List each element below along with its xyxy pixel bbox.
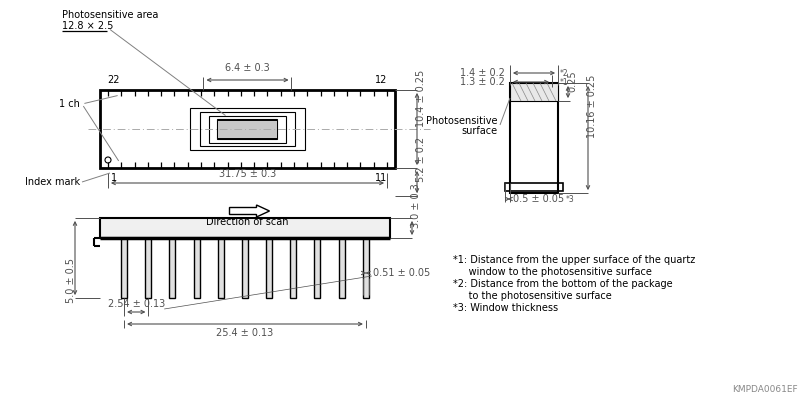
Text: 2.54 ± 0.13: 2.54 ± 0.13	[108, 299, 165, 309]
Text: 12: 12	[374, 75, 387, 85]
FancyArrow shape	[229, 205, 269, 217]
Text: 25.4 ± 0.13: 25.4 ± 0.13	[216, 328, 273, 338]
Text: 5.0 ± 0.5: 5.0 ± 0.5	[66, 258, 76, 303]
Text: 10.16 ± 0.25: 10.16 ± 0.25	[586, 75, 597, 138]
Text: window to the photosensitive surface: window to the photosensitive surface	[452, 267, 651, 277]
Text: 31.75 ± 0.3: 31.75 ± 0.3	[218, 169, 275, 179]
Text: Index mark: Index mark	[25, 177, 80, 187]
Text: 0.25: 0.25	[566, 70, 577, 92]
Bar	[209, 116, 286, 142]
Text: *2: Distance from the bottom of the package: *2: Distance from the bottom of the pack…	[452, 279, 672, 289]
Bar	[100, 90, 394, 168]
Bar	[314, 238, 320, 298]
Text: 12.8 × 2.5: 12.8 × 2.5	[62, 21, 113, 31]
Text: Photosensitive: Photosensitive	[426, 116, 497, 126]
Text: 0.51 ± 0.05: 0.51 ± 0.05	[373, 268, 430, 278]
Text: *2: *2	[560, 69, 568, 78]
Bar	[194, 238, 199, 298]
Bar	[225, 122, 269, 136]
Bar	[169, 238, 175, 298]
Bar	[338, 238, 344, 298]
Bar	[190, 108, 304, 150]
Text: 11: 11	[374, 173, 386, 183]
Bar	[218, 120, 277, 138]
Bar	[362, 238, 369, 298]
Text: 22: 22	[108, 75, 120, 85]
Text: *3: *3	[565, 195, 574, 204]
Text: Direction of scan: Direction of scan	[206, 217, 288, 227]
Text: 3.0 ± 0.3: 3.0 ± 0.3	[410, 183, 421, 228]
Text: 6.4 ± 0.3: 6.4 ± 0.3	[225, 63, 270, 73]
Text: 1 ch: 1 ch	[59, 99, 80, 109]
Text: 1: 1	[111, 173, 117, 183]
Text: to the photosensitive surface: to the photosensitive surface	[452, 291, 611, 301]
Text: *1: *1	[560, 78, 568, 87]
Bar	[504, 183, 562, 191]
Bar	[290, 238, 296, 298]
Text: 1.4 ± 0.2: 1.4 ± 0.2	[459, 68, 504, 78]
Bar	[145, 238, 151, 298]
Bar	[242, 238, 247, 298]
Bar	[200, 112, 295, 146]
Text: surface: surface	[461, 126, 497, 136]
Text: 5.2 ± 0.2: 5.2 ± 0.2	[415, 137, 426, 182]
Bar	[100, 218, 389, 238]
Bar	[509, 83, 557, 193]
Bar	[218, 238, 223, 298]
Text: KMPDA0061EF: KMPDA0061EF	[732, 385, 797, 394]
Text: 10.4 ± 0.25: 10.4 ± 0.25	[415, 70, 426, 127]
Text: *1: Distance from the upper surface of the quartz: *1: Distance from the upper surface of t…	[452, 255, 695, 265]
Bar	[509, 83, 557, 101]
Bar	[218, 119, 277, 139]
Bar	[266, 238, 272, 298]
Text: 0.5 ± 0.05: 0.5 ± 0.05	[512, 194, 564, 204]
Text: 1.3 ± 0.2: 1.3 ± 0.2	[459, 77, 504, 87]
Text: Photosensitive area: Photosensitive area	[62, 10, 158, 20]
Text: *3: Window thickness: *3: Window thickness	[452, 303, 557, 313]
Bar	[121, 238, 127, 298]
